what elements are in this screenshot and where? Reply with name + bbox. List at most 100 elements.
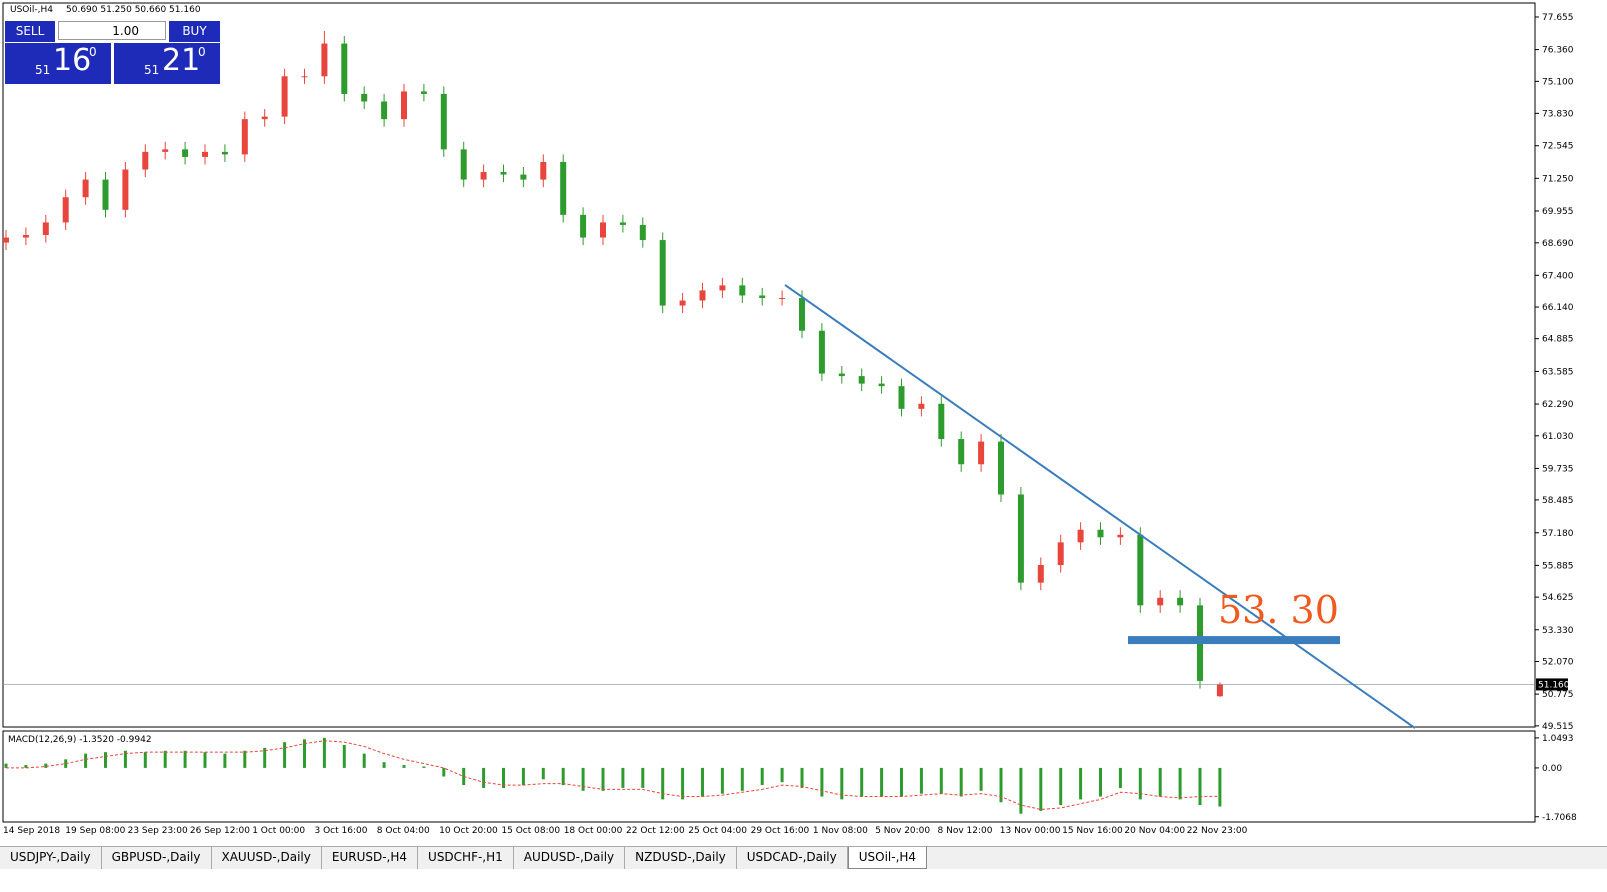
lot-input[interactable]: 1.00 <box>58 21 166 40</box>
price-sup: 0 <box>89 45 97 59</box>
y-tick-label: 76.360 <box>1542 46 1574 56</box>
candle-body <box>580 214 587 238</box>
candle-body <box>938 403 945 440</box>
candle-body <box>639 224 646 241</box>
candle-body <box>42 222 49 236</box>
candle-body <box>619 222 626 225</box>
candle-body <box>420 91 427 94</box>
tab[interactable]: USOil-,H4 <box>847 847 928 869</box>
candle-body <box>1216 684 1223 697</box>
candle-body <box>1137 534 1144 606</box>
x-tick-label: 22 Oct 12:00 <box>626 826 685 836</box>
candle-body <box>679 300 686 306</box>
candle-body <box>540 161 547 180</box>
sell-price[interactable]: 51 16 0 <box>5 43 111 84</box>
candle-body <box>600 222 606 238</box>
macd-frame <box>2 730 1536 823</box>
x-tick-label: 15 Nov 16:00 <box>1062 826 1123 836</box>
y-tick-label: 63.585 <box>1542 367 1574 377</box>
x-tick-label: 25 Oct 04:00 <box>688 826 747 836</box>
candle-body <box>401 91 407 120</box>
x-tick-label: 3 Oct 16:00 <box>315 826 368 836</box>
candle-body <box>918 403 925 409</box>
y-tick-label: 62.290 <box>1542 400 1574 410</box>
candle-body <box>858 376 865 384</box>
candle-body <box>1177 597 1184 606</box>
candle-body <box>3 237 9 243</box>
tab[interactable]: USDCAD-,Daily <box>737 847 848 869</box>
candle-body <box>22 235 29 238</box>
sell-button[interactable]: SELL <box>5 21 55 42</box>
candle-body <box>659 240 666 306</box>
y-tick-label: 53.330 <box>1542 626 1574 636</box>
candle-body <box>301 76 308 78</box>
tab[interactable]: USDCHF-,H1 <box>418 847 514 869</box>
candle-body <box>261 116 268 120</box>
x-tick-label: 26 Sep 12:00 <box>190 826 250 836</box>
y-tick-label: 69.955 <box>1542 207 1574 217</box>
candle-body <box>818 330 825 374</box>
chart: USOil-,H4 50.690 51.250 50.660 51.160 MA… <box>2 2 1577 836</box>
macd-title: MACD(12,26,9) -1.3520 -0.9942 <box>8 735 152 745</box>
candle-body <box>381 101 388 120</box>
tab[interactable]: NZDUSD-,Daily <box>625 847 737 869</box>
candle-body <box>878 383 885 387</box>
x-tick-label: 1 Oct 00:00 <box>252 826 305 836</box>
y-tick-label: 77.655 <box>1542 13 1574 23</box>
x-tick-label: 8 Oct 04:00 <box>377 826 430 836</box>
x-tick-label: 14 Sep 2018 <box>3 826 60 836</box>
y-tick-label: 66.140 <box>1542 303 1574 313</box>
y-tick-label: 58.485 <box>1542 496 1574 506</box>
y-tick-label: -1.7068 <box>1542 813 1577 823</box>
candle-body <box>221 151 228 155</box>
x-tick-label: 1 Nov 08:00 <box>813 826 868 836</box>
tab[interactable]: AUDUSD-,Daily <box>514 847 626 869</box>
y-tick-label: 72.545 <box>1542 142 1574 152</box>
buy-button[interactable]: BUY <box>169 21 220 42</box>
candle-body <box>1117 534 1124 538</box>
tab[interactable]: XAUUSD-,Daily <box>212 847 322 869</box>
x-tick-label: 15 Oct 08:00 <box>501 826 560 836</box>
y-tick-label: 61.030 <box>1542 432 1574 442</box>
candle-body <box>1157 597 1164 606</box>
x-tick-label: 5 Nov 20:00 <box>875 826 930 836</box>
main-frame <box>2 2 1536 728</box>
trend-line <box>784 284 1416 729</box>
buy-price[interactable]: 51 21 0 <box>114 43 220 84</box>
candle-body <box>241 119 248 155</box>
candle-body <box>102 179 109 210</box>
candle-body <box>978 441 985 465</box>
candle-body <box>779 297 786 299</box>
candle-body <box>122 169 129 210</box>
y-tick-label: 59.735 <box>1542 464 1574 474</box>
y-tick-label: 54.625 <box>1542 593 1574 603</box>
candle-body <box>62 197 69 223</box>
y-tick-label: 50.775 <box>1542 690 1574 700</box>
x-tick-label: 23 Sep 23:00 <box>128 826 188 836</box>
x-tick-label: 22 Nov 23:00 <box>1187 826 1248 836</box>
y-tick-label: 1.0493 <box>1542 734 1574 744</box>
candle-body <box>281 76 288 117</box>
price-small: 51 <box>144 63 160 77</box>
candle-body <box>321 43 328 77</box>
candle-body <box>162 149 169 152</box>
candle-body <box>361 93 368 102</box>
y-tick-label: 68.690 <box>1542 239 1574 249</box>
tab[interactable]: USDJPY-,Daily <box>0 847 102 869</box>
candle-body <box>739 285 746 296</box>
candle-body <box>500 172 507 175</box>
candle-body <box>520 174 527 180</box>
candle-body <box>998 441 1004 495</box>
tab[interactable]: EURUSD-,H4 <box>322 847 419 869</box>
candle-body <box>560 161 567 215</box>
signal-line <box>6 740 1220 810</box>
x-tick-label: 19 Sep 08:00 <box>65 826 125 836</box>
chart-title: USOil-,H4 <box>10 5 53 15</box>
candle-body <box>898 386 905 409</box>
x-tick-label: 20 Nov 04:00 <box>1124 826 1185 836</box>
annotation: 53. 30 <box>1218 588 1339 632</box>
ohlc: 50.690 51.250 50.660 51.160 <box>66 5 201 15</box>
tab[interactable]: GBPUSD-,Daily <box>102 847 212 869</box>
x-tick-label: 8 Nov 12:00 <box>938 826 993 836</box>
current-price-label: 51.160 <box>1538 680 1570 690</box>
